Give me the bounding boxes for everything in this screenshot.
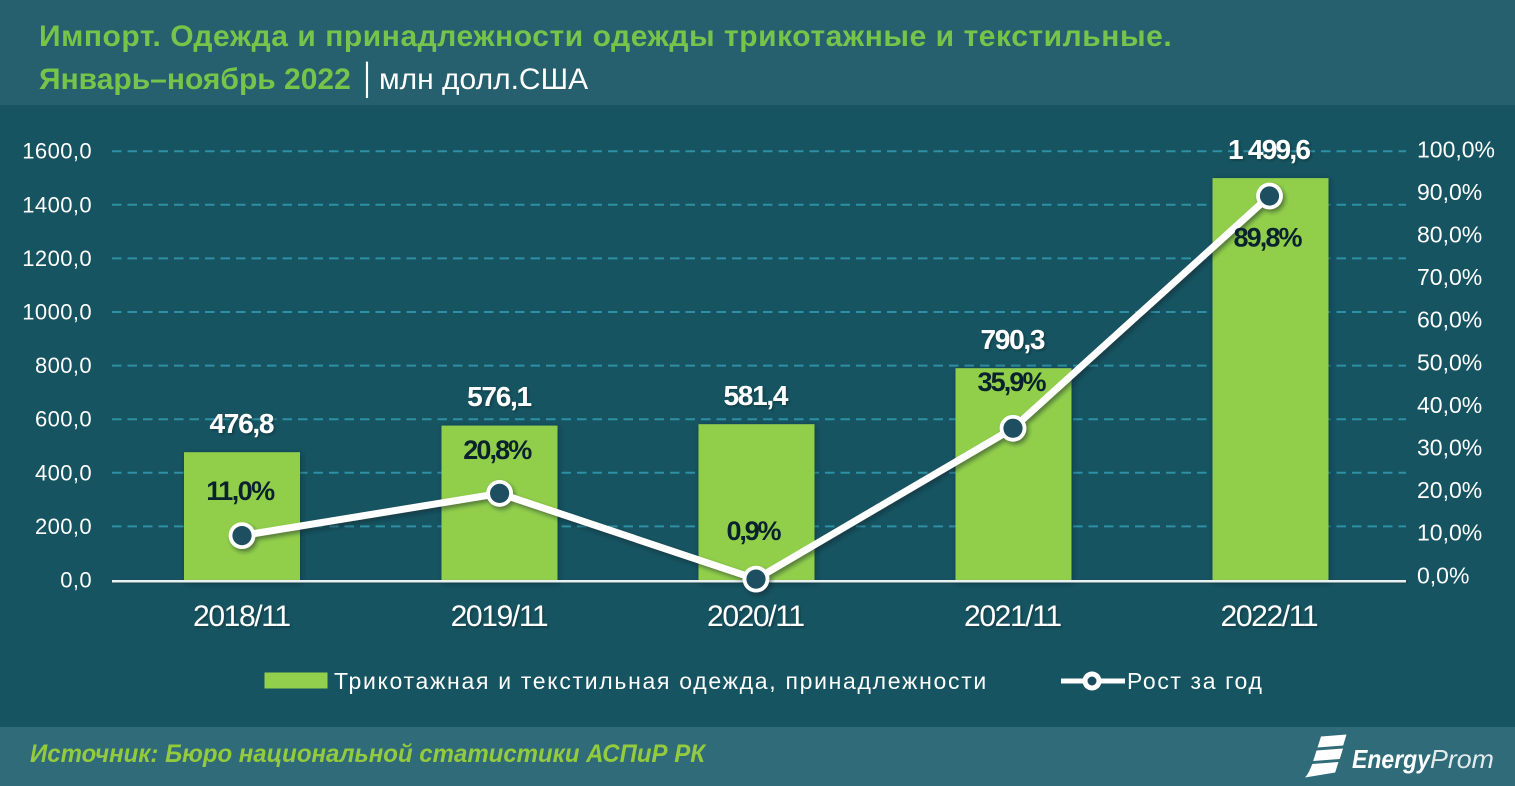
svg-text:11,0%: 11,0% [206, 476, 275, 506]
svg-text:1200,0: 1200,0 [22, 246, 92, 271]
svg-text:0,9%: 0,9% [727, 516, 782, 546]
svg-text:35,9%: 35,9% [978, 367, 1047, 397]
svg-text:Prom: Prom [1430, 744, 1494, 774]
svg-text:1400,0: 1400,0 [22, 192, 92, 217]
svg-text:0,0: 0,0 [60, 568, 92, 593]
svg-text:2020/11: 2020/11 [707, 600, 805, 633]
svg-text:100,0%: 100,0% [1417, 136, 1495, 162]
svg-text:50,0%: 50,0% [1417, 349, 1482, 375]
svg-text:Energy: Energy [1352, 744, 1431, 774]
svg-text:476,8: 476,8 [210, 408, 275, 439]
svg-text:2019/11: 2019/11 [451, 600, 549, 633]
svg-text:790,3: 790,3 [981, 324, 1046, 355]
svg-text:70,0%: 70,0% [1417, 264, 1482, 290]
svg-text:1600,0: 1600,0 [22, 139, 92, 164]
svg-text:2022/11: 2022/11 [1221, 600, 1319, 633]
svg-text:400,0: 400,0 [35, 460, 92, 485]
svg-text:10,0%: 10,0% [1417, 520, 1482, 546]
svg-text:20,0%: 20,0% [1417, 477, 1482, 503]
svg-text:80,0%: 80,0% [1417, 222, 1482, 248]
svg-text:2018/11: 2018/11 [193, 600, 291, 633]
svg-text:│: │ [359, 61, 378, 99]
svg-text:Январь–ноябрь 2022: Январь–ноябрь 2022 [39, 63, 351, 96]
svg-text:Трикотажная и текстильная одеж: Трикотажная и текстильная одежда, принад… [334, 668, 988, 694]
svg-text:1000,0: 1000,0 [22, 300, 92, 325]
svg-text:89,8%: 89,8% [1234, 223, 1303, 253]
svg-text:90,0%: 90,0% [1417, 179, 1482, 205]
svg-text:1 499,6: 1 499,6 [1228, 134, 1311, 165]
svg-text:20,8%: 20,8% [463, 435, 532, 465]
svg-text:2021/11: 2021/11 [964, 600, 1062, 633]
svg-text:600,0: 600,0 [35, 407, 92, 432]
svg-text:576,1: 576,1 [467, 381, 532, 412]
svg-text:30,0%: 30,0% [1417, 435, 1482, 461]
svg-text:200,0: 200,0 [35, 514, 92, 539]
svg-text:Рост за год: Рост за год [1127, 668, 1263, 694]
svg-text:581,4: 581,4 [724, 380, 789, 411]
svg-text:800,0: 800,0 [35, 353, 92, 378]
svg-text:Импорт. Одежда и принадлежност: Импорт. Одежда и принадлежности одежды т… [39, 20, 1172, 53]
svg-text:40,0%: 40,0% [1417, 392, 1482, 418]
svg-text:0,0%: 0,0% [1417, 562, 1469, 588]
svg-text:60,0%: 60,0% [1417, 307, 1482, 333]
svg-text:млн долл.США: млн долл.США [379, 63, 588, 96]
svg-text:Источник: Бюро национальной ст: Источник: Бюро национальной статистики А… [30, 740, 707, 768]
